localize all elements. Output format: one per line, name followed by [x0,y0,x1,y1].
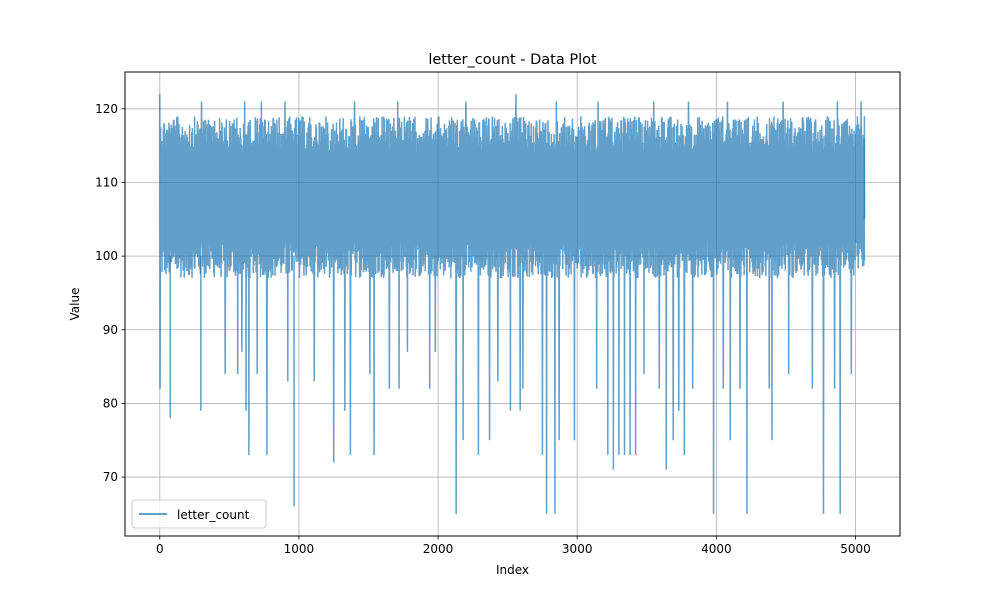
y-tick-label: 80 [103,396,118,410]
legend-label: letter_count [177,508,250,522]
series-line [159,94,866,514]
legend-box [131,499,267,529]
y-axis-label: Value [68,288,82,321]
plot-area [159,94,866,514]
y-tick-label: 90 [103,323,118,337]
x-tick-label: 5000 [840,542,871,556]
x-tick-label: 0 [156,542,164,556]
x-tick-label: 2000 [423,542,454,556]
y-tick-label: 110 [95,175,118,189]
axis-ticks: 0 1000 2000 3000 4000 5000 70 80 90 100 110 120 [95,102,871,556]
chart-title: letter_count - Data Plot [428,52,597,68]
y-tick-label: 100 [95,249,118,263]
legend: letter_count [131,499,267,529]
x-tick-label: 3000 [562,542,593,556]
x-axis-label: Index [496,563,529,577]
y-tick-label: 120 [95,102,118,116]
axes-frame [124,71,901,537]
x-tick-label: 4000 [701,542,732,556]
x-tick-label: 1000 [284,542,315,556]
y-tick-label: 70 [103,470,118,484]
